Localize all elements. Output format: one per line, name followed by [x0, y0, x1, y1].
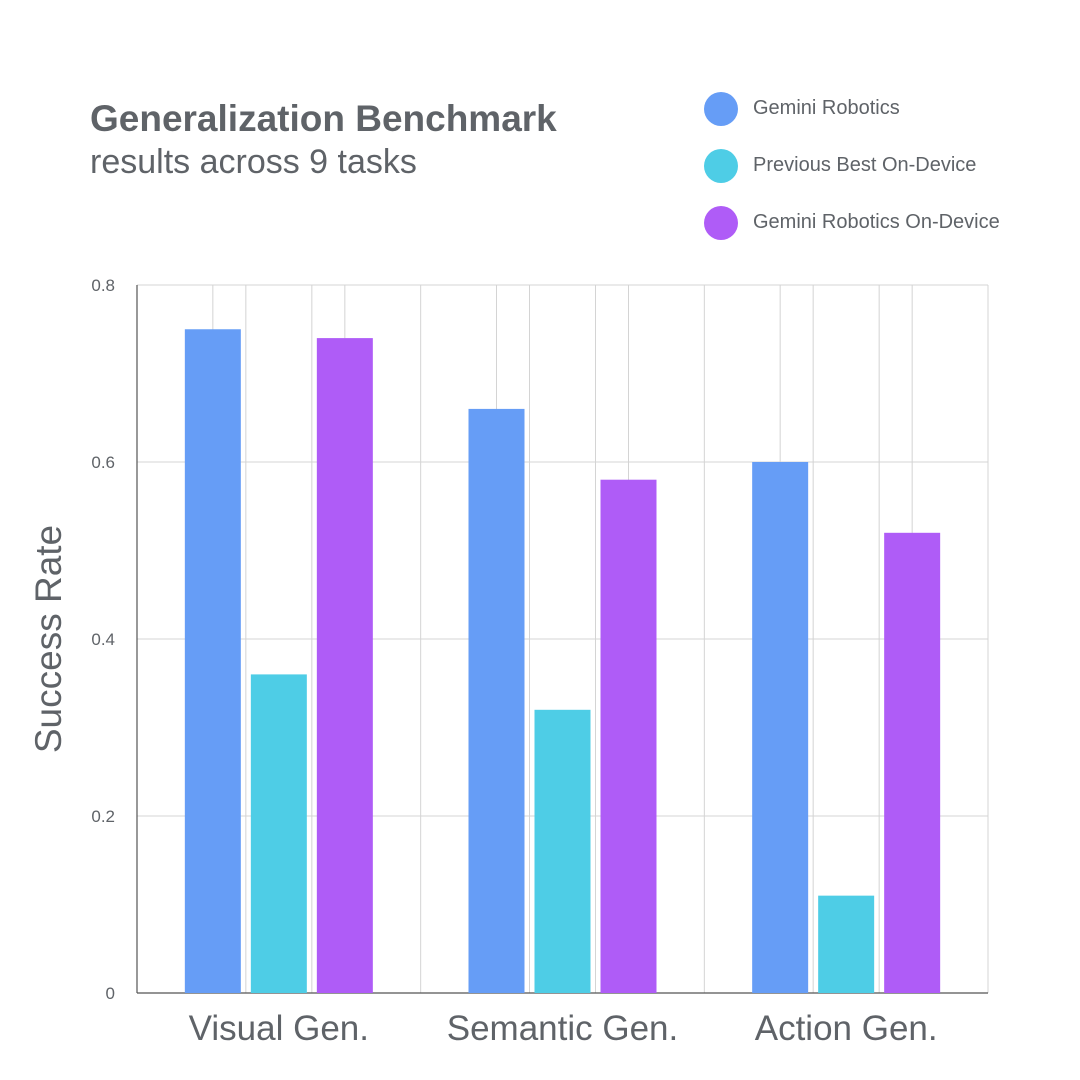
legend-item-gemini-robotics-on-device: Gemini Robotics On-Device: [704, 206, 1044, 240]
legend-swatch-gemini-robotics-on-device: [704, 206, 738, 240]
bar-gemini-robotics-on-device-semantic-gen: [600, 479, 657, 993]
legend-swatch-gemini-robotics: [704, 92, 738, 126]
bar-gemini-robotics-semantic-gen: [468, 408, 525, 993]
bar-previous-best-on-device-semantic-gen: [534, 709, 591, 993]
legend-label: Gemini Robotics On-Device: [753, 211, 1000, 233]
legend-label: Previous Best On-Device: [753, 154, 977, 176]
y-tick-label: 0.2: [91, 807, 115, 826]
bar-gemini-robotics-on-device-visual-gen: [316, 338, 373, 994]
legend-item-previous-best: Previous Best On-Device: [704, 149, 1044, 183]
legend-label: Gemini Robotics: [753, 97, 900, 119]
y-axis-label: Success Rate: [28, 525, 69, 753]
bar-gemini-robotics-on-device-action-gen: [884, 532, 941, 993]
y-tick-label: 0.6: [91, 453, 115, 472]
y-tick-label: 0.4: [91, 630, 115, 649]
x-tick-label: Semantic Gen.: [447, 1009, 679, 1048]
bar-gemini-robotics-visual-gen: [184, 329, 241, 993]
chart-subtitle: results across 9 tasks: [90, 143, 417, 181]
chart-title: Generalization Benchmark: [90, 98, 557, 139]
legend-swatch-previous-best: [704, 149, 738, 183]
legend: Gemini Robotics Previous Best On-Device …: [704, 92, 1044, 263]
bar-previous-best-on-device-visual-gen: [250, 674, 307, 993]
bar-previous-best-on-device-action-gen: [818, 895, 875, 993]
x-tick-label: Visual Gen.: [189, 1009, 369, 1048]
y-tick-label: 0.8: [91, 276, 115, 295]
legend-item-gemini-robotics: Gemini Robotics: [704, 92, 1044, 126]
bar-gemini-robotics-action-gen: [752, 462, 809, 993]
y-tick-label: 0: [106, 984, 115, 1003]
x-tick-label: Action Gen.: [755, 1009, 938, 1048]
